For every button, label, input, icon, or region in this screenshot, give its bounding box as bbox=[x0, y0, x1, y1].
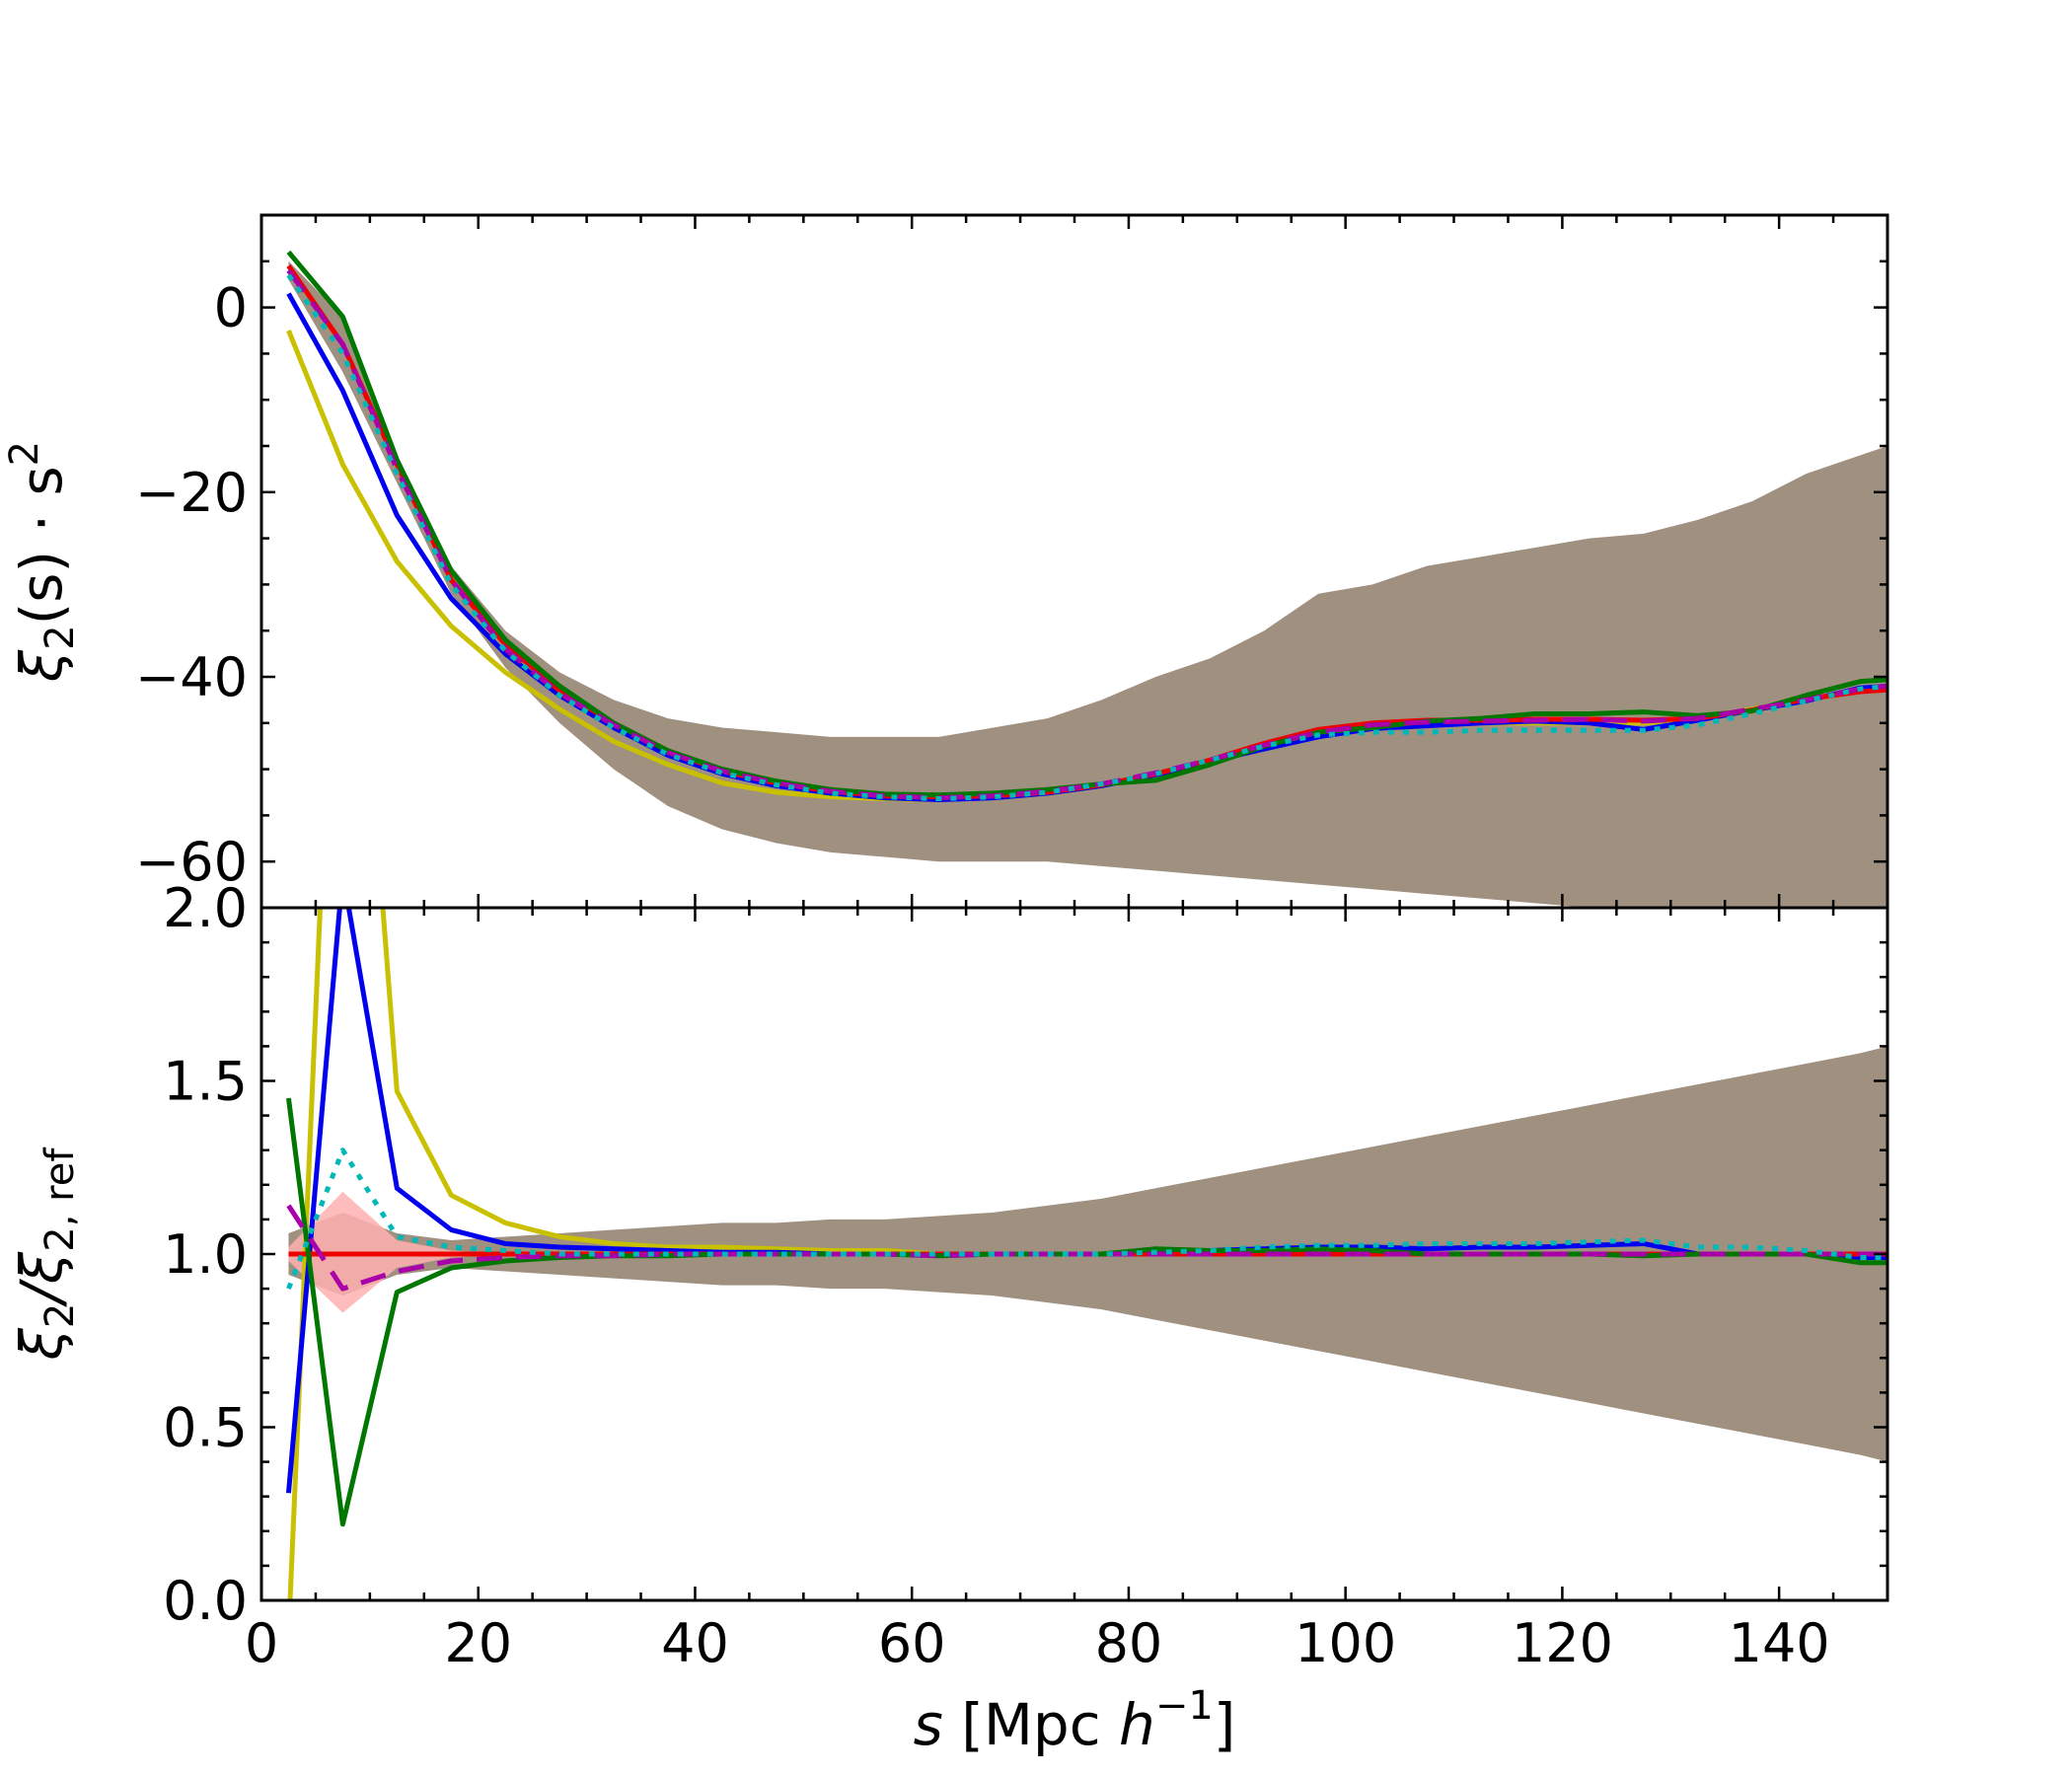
x-tick-label: 0 bbox=[245, 1612, 278, 1674]
top-y-tick-label: −40 bbox=[135, 646, 248, 708]
top-uncertainty-band bbox=[288, 260, 1887, 908]
bottom-ticks bbox=[259, 906, 1889, 1602]
top-bands bbox=[288, 260, 1887, 908]
bottom-series bbox=[285, 908, 1887, 1600]
bottom-y-tick-label: 2.0 bbox=[163, 877, 248, 939]
bottom-ylabels: 0.0 0.5 1.0 1.5 2.0 bbox=[163, 877, 248, 1632]
bottom-y-tick-label: 1.0 bbox=[163, 1223, 248, 1286]
bottom-y-axis-title: ξ2/ξ2, ref bbox=[8, 1147, 83, 1362]
x-tick-label: 40 bbox=[661, 1612, 729, 1674]
x-tick-label: 80 bbox=[1095, 1612, 1163, 1674]
x-tick-label: 100 bbox=[1295, 1612, 1396, 1674]
top-y-tick-label: −20 bbox=[135, 462, 248, 524]
x-tick-label: 120 bbox=[1512, 1612, 1613, 1674]
bottom-panel: 0.0 0.5 1.0 1.5 2.0 0 20 40 60 80 100 120 140 ξ2/ξ2… bbox=[8, 877, 1889, 1758]
x-tick-label: 60 bbox=[878, 1612, 946, 1674]
x-tick-label: 140 bbox=[1729, 1612, 1830, 1674]
top-panel: 0 −20 −40 −60 ξ2(s) · s2 bbox=[2, 213, 1889, 910]
bottom-y-tick-label: 0.0 bbox=[163, 1570, 248, 1632]
x-axis-title: s [Mpc h−1] bbox=[914, 1683, 1236, 1758]
top-y-tick-label: 0 bbox=[214, 277, 248, 339]
top-ylabels: 0 −20 −40 −60 bbox=[135, 277, 248, 894]
top-y-axis-title: ξ2(s) · s2 bbox=[2, 441, 83, 683]
bottom-y-tick-label: 0.5 bbox=[163, 1397, 248, 1459]
top-y-tick-label: −60 bbox=[135, 831, 248, 893]
bottom-xlabels: 0 20 40 60 80 100 120 140 bbox=[245, 1612, 1830, 1674]
bottom-y-tick-label: 1.5 bbox=[163, 1051, 248, 1113]
x-tick-label: 20 bbox=[444, 1612, 512, 1674]
top-series-cyan bbox=[286, 273, 1887, 802]
bottom-series-cyan bbox=[286, 1147, 1887, 1291]
top-series bbox=[286, 250, 1887, 802]
